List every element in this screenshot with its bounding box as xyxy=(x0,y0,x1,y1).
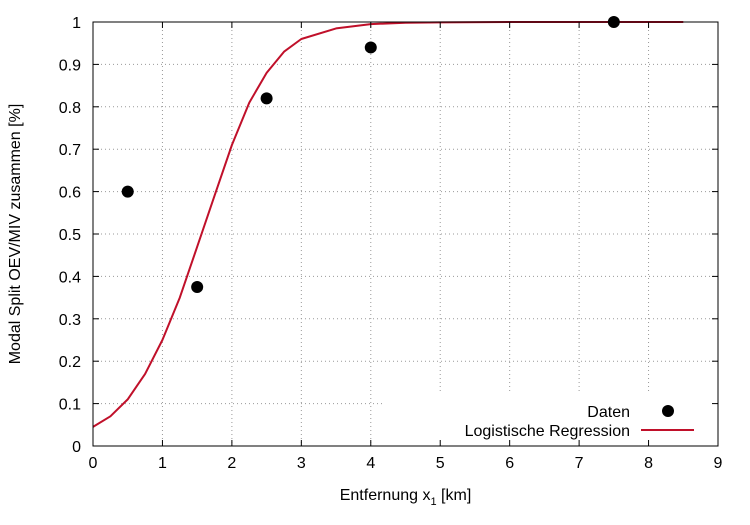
x-tick-label: 1 xyxy=(158,455,167,472)
x-tick-label: 5 xyxy=(436,455,445,472)
legend-box xyxy=(384,393,717,445)
y-tick-label: 0.6 xyxy=(59,185,81,202)
x-tick-label: 8 xyxy=(644,455,653,472)
data-point xyxy=(191,281,204,293)
x-axis-title-suffix: [km] xyxy=(437,487,472,504)
y-tick-label: 0.4 xyxy=(59,269,81,286)
x-tick-label: 6 xyxy=(505,455,514,472)
x-tick-label: 7 xyxy=(575,455,584,472)
regression-curve xyxy=(92,21,684,428)
y-axis-title: Modal Split OEV/MIV zusammen [%] xyxy=(7,104,24,365)
y-tick-label: 0.2 xyxy=(59,354,81,371)
x-axis-title: Entfernung x1 [km] xyxy=(340,487,472,508)
data-point xyxy=(121,185,134,198)
x-tick-label: 2 xyxy=(227,455,236,472)
data-point xyxy=(260,92,273,105)
y-tick-label: 0 xyxy=(72,439,81,456)
x-tick-label: 3 xyxy=(297,455,306,472)
y-tick-label: 0.8 xyxy=(59,100,81,117)
y-tick-label: 0.1 xyxy=(59,397,81,414)
x-tick-label: 0 xyxy=(89,455,98,472)
legend-background xyxy=(384,393,717,445)
series-layer xyxy=(92,16,684,428)
x-tick-label: 9 xyxy=(714,455,723,472)
y-tick-label: 0.5 xyxy=(59,227,81,244)
legend-marker-daten xyxy=(662,405,674,417)
legend-label-daten: Daten xyxy=(587,404,630,421)
legend-label-regression: Logistische Regression xyxy=(465,423,630,440)
grid xyxy=(93,22,718,446)
y-tick-label: 0.9 xyxy=(59,57,81,74)
data-point xyxy=(364,41,377,54)
x-tick-label: 4 xyxy=(366,455,375,472)
y-tick-label: 0.7 xyxy=(59,142,81,159)
x-axis-title-subscript: 1 xyxy=(430,496,436,508)
legend: Daten Logistische Regression xyxy=(465,404,694,440)
y-tick-label: 0.3 xyxy=(59,312,81,329)
x-axis-title-main: Entfernung x xyxy=(340,487,431,504)
ticks: 0 1 2 3 4 5 6 7 8 9 0 0.1 0.2 0.3 0.4 0.5 0.6 0.7 0.8 0.9 1 xyxy=(59,15,723,472)
y-tick-label: 1 xyxy=(72,15,81,32)
